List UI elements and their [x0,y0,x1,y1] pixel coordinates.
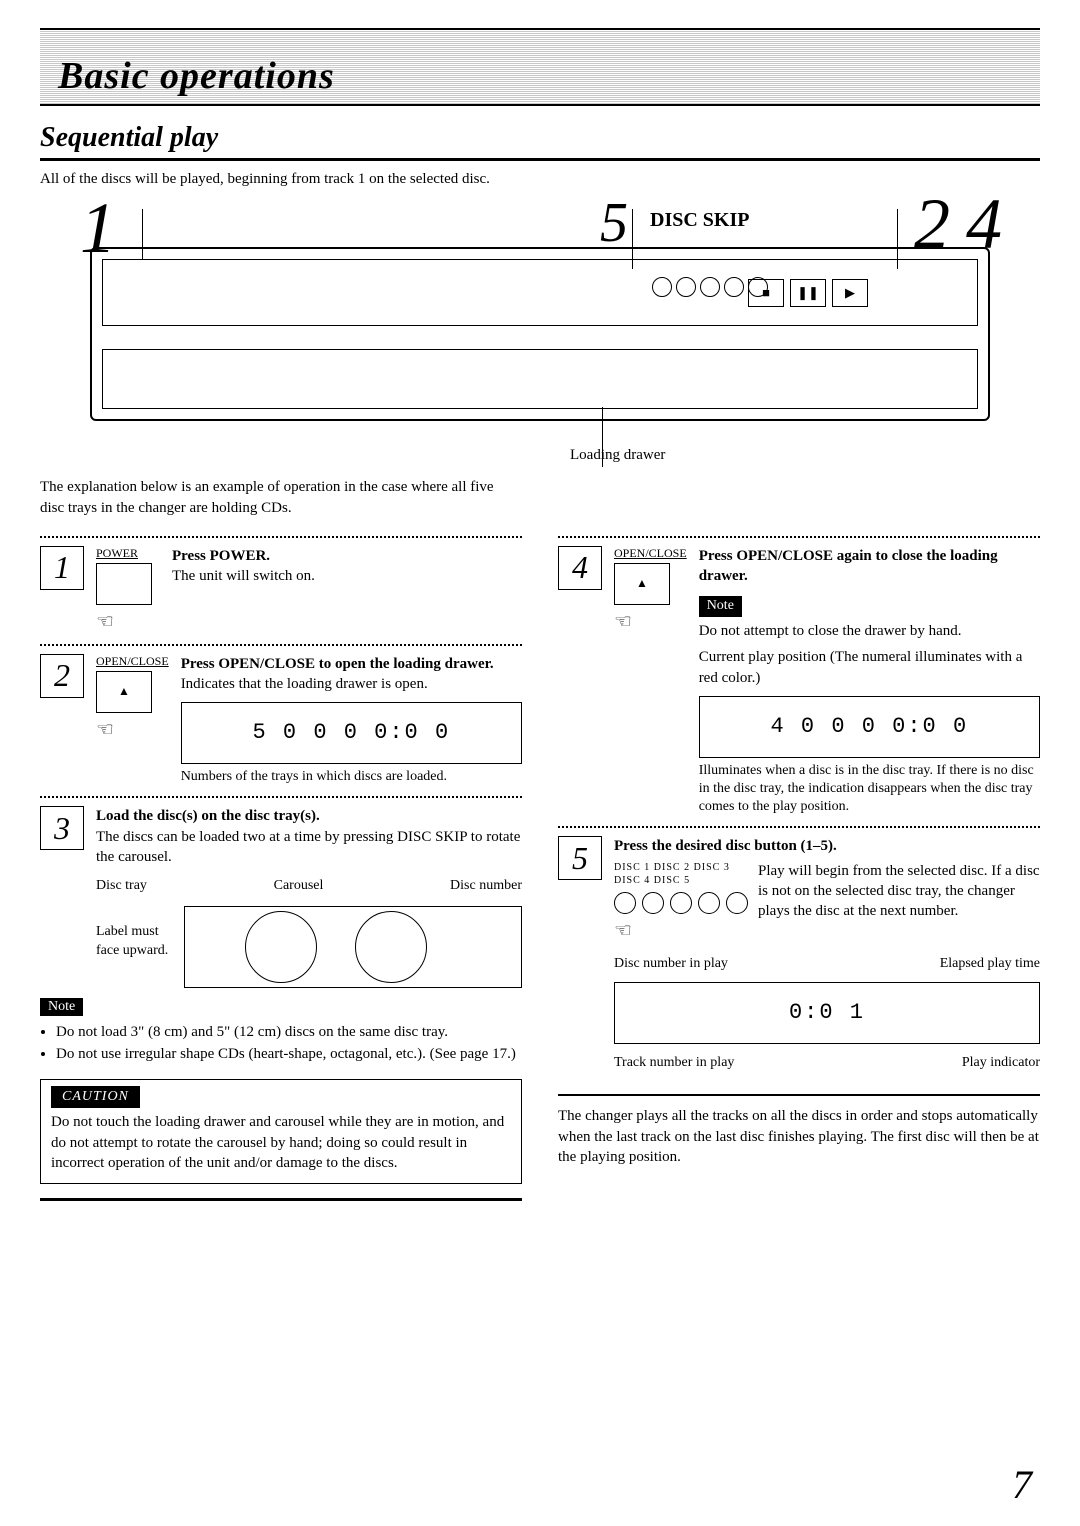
hero-callout-5: 5 [600,191,628,255]
step-number: 4 [558,546,602,590]
step-2: 2 OPEN/CLOSE ▲ ☜ Press OPEN/CLOSE to ope… [40,654,522,787]
openclose-caption: OPEN/CLOSE [96,654,169,669]
ann-disc-tray: Disc tray [96,877,147,896]
device-hero: 1 5 DISC SKIP 2 4 ■ ❚❚ ▶ Loading drawer [40,197,1040,477]
step-2-title: Press OPEN/CLOSE to open the loading dra… [181,654,522,674]
ann-elapsed-time: Elapsed play time [940,955,1040,974]
note-item: Do not use irregular shape CDs (heart-sh… [56,1044,522,1064]
step-3-title: Load the disc(s) on the disc tray(s). [96,806,522,826]
dotline [40,644,522,646]
openclose-button-icon: ▲ [96,671,152,713]
device-outline: ■ ❚❚ ▶ [90,247,990,421]
step-4: 4 OPEN/CLOSE ▲ ☜ Press OPEN/CLOSE again … [558,546,1040,817]
step-3-body: The discs can be loaded two at a time by… [96,829,520,865]
ann-play-indicator: Play indicator [962,1054,1040,1073]
ann-carousel: Carousel [274,877,324,896]
disc-skip-label: DISC SKIP [650,209,749,232]
step-1-body: The unit will switch on. [172,568,315,584]
caution-body: Do not touch the loading drawer and caro… [51,1112,511,1173]
step-4-note: Do not attempt to close the drawer by ha… [699,621,1040,641]
hand-icon: ☜ [96,717,169,742]
step-2-body: Indicates that the loading drawer is ope… [181,676,428,692]
display-readout: 4 0 0 0 0:0 0 [699,696,1040,758]
dotline [40,536,522,538]
disc-buttons [614,892,748,914]
caution-box: CAUTION Do not touch the loading drawer … [40,1079,522,1185]
power-button-icon [96,563,152,605]
step-number: 2 [40,654,84,698]
page-number: 7 [1012,1461,1032,1508]
note-tag: Note [699,596,742,617]
disc-labels: DISC 1 DISC 2 DISC 3 DISC 4 DISC 5 [614,861,748,888]
step-4-body2: Current play position (The numeral illum… [699,647,1040,688]
display-readout: 5 0 0 0 0:0 0 [181,702,522,764]
step-5: 5 Press the desired disc button (1–5). D… [558,836,1040,1072]
display-readout: 0:0 1 [614,982,1040,1044]
step-5-body: Play will begin from the selected disc. … [758,861,1040,945]
pre-columns-text: The explanation below is an example of o… [40,477,500,518]
left-end-rule [40,1198,522,1201]
loading-drawer-outline [102,349,978,409]
banner: Basic operations [40,28,1040,106]
step-3-notes: Do not load 3" (8 cm) and 5" (12 cm) dis… [40,1022,522,1065]
ann-disc-in-play: Disc number in play [614,955,728,974]
intro-text: All of the discs will be played, beginni… [40,169,500,189]
step-3: 3 Load the disc(s) on the disc tray(s). … [40,806,522,988]
power-caption: POWER [96,546,160,561]
ann-label-face: Label must face upward. [96,923,176,961]
dotline [558,826,1040,828]
carousel-diagram [184,906,522,988]
stop-icon: ■ [748,279,784,307]
play-icon: ▶ [832,279,868,307]
step-number: 5 [558,836,602,880]
step-1: 1 POWER ☜ Press POWER. The unit will swi… [40,546,522,634]
step-4-title: Press OPEN/CLOSE again to close the load… [699,546,1040,587]
after-text: The changer plays all the tracks on all … [558,1106,1040,1167]
step-4-caption: Illuminates when a disc is in the disc t… [699,762,1040,817]
pause-icon: ❚❚ [790,279,826,307]
hand-icon: ☜ [96,609,160,634]
note-tag: Note [40,998,83,1016]
section-title: Sequential play [40,122,1040,154]
step-5-title: Press the desired disc button (1–5). [614,836,1040,856]
section-rule [40,158,1040,161]
hand-icon: ☜ [614,918,748,945]
caution-tag: CAUTION [51,1086,140,1109]
openclose-caption: OPEN/CLOSE [614,546,687,561]
right-column: 4 OPEN/CLOSE ▲ ☜ Press OPEN/CLOSE again … [558,526,1040,1209]
hand-icon: ☜ [614,609,687,634]
dotline [40,796,522,798]
ann-disc-number: Disc number [450,877,522,896]
left-column: 1 POWER ☜ Press POWER. The unit will swi… [40,526,522,1209]
dotline [558,536,1040,538]
ann-track-in-play: Track number in play [614,1054,734,1073]
note-item: Do not load 3" (8 cm) and 5" (12 cm) dis… [56,1022,522,1042]
step-2-caption: Numbers of the trays in which discs are … [181,768,522,786]
step-number: 1 [40,546,84,590]
openclose-button-icon: ▲ [614,563,670,605]
right-mid-rule [558,1094,1040,1096]
step-number: 3 [40,806,84,850]
transport-buttons: ■ ❚❚ ▶ [748,279,868,307]
loading-drawer-label: Loading drawer [570,447,665,464]
banner-title: Basic operations [58,54,335,98]
step-1-title: Press POWER. [172,548,270,564]
